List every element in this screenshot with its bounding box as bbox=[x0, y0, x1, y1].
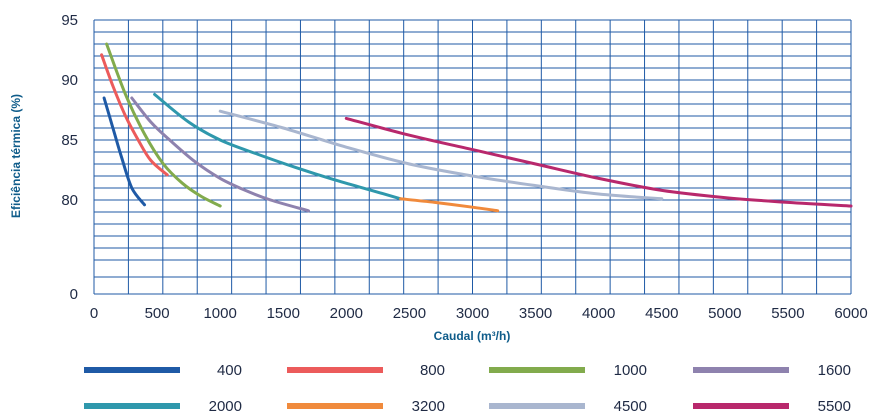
legend-swatch-800 bbox=[287, 367, 383, 373]
legend-label-1000: 1000 bbox=[614, 362, 647, 379]
series-line-4500 bbox=[218, 109, 664, 201]
legend-label-1600: 1600 bbox=[818, 362, 851, 379]
x-tick-label: 1500 bbox=[267, 305, 300, 322]
legend-label-3200: 3200 bbox=[412, 398, 445, 414]
x-tick-label: 5500 bbox=[771, 305, 804, 322]
x-tick-label: 2500 bbox=[393, 305, 426, 322]
x-tick-label: 3000 bbox=[456, 305, 489, 322]
series-line-400 bbox=[102, 96, 146, 207]
series-line-800 bbox=[100, 53, 169, 177]
legend-swatch-5500 bbox=[693, 403, 789, 409]
series-line-5500 bbox=[344, 116, 853, 208]
y-tick-label: 0 bbox=[70, 286, 78, 303]
y-tick-labels: 0 80 85 90 95 bbox=[61, 12, 78, 303]
series-line-1600 bbox=[130, 96, 310, 213]
y-axis-label: Eficiência térmica (%) bbox=[9, 94, 23, 218]
x-tick-label: 1000 bbox=[203, 305, 236, 322]
series-line-1000 bbox=[105, 42, 222, 208]
x-tick-label: 3500 bbox=[519, 305, 552, 322]
x-tick-label: 500 bbox=[145, 305, 170, 322]
y-tick-label: 80 bbox=[61, 192, 78, 209]
legend-swatch-3200 bbox=[287, 403, 383, 409]
x-axis-label: Caudal (m³/h) bbox=[434, 329, 511, 343]
x-tick-label: 4000 bbox=[582, 305, 615, 322]
legend-label-4500: 4500 bbox=[614, 398, 647, 414]
x-tick-label: 0 bbox=[90, 305, 98, 322]
legend-swatch-2000 bbox=[84, 403, 180, 409]
x-tick-label: 4500 bbox=[645, 305, 678, 322]
legend-swatch-1000 bbox=[489, 367, 585, 373]
x-tick-label: 2000 bbox=[330, 305, 363, 322]
legend-label-5500: 5500 bbox=[818, 398, 851, 414]
legend-swatch-4500 bbox=[489, 403, 585, 409]
legend-label-800: 800 bbox=[420, 362, 445, 379]
series-line-3200 bbox=[399, 197, 500, 213]
x-tick-label: 6000 bbox=[834, 305, 867, 322]
legend-swatch-1600 bbox=[693, 367, 789, 373]
x-tick-labels: 0 500 1000 1500 2000 2500 3000 3500 4000 4500 5000… bbox=[90, 305, 868, 322]
y-tick-label: 85 bbox=[61, 132, 78, 149]
legend: 400 800 1000 1600 2000 3200 4500 5500 bbox=[84, 362, 851, 414]
legend-swatch-400 bbox=[84, 367, 180, 373]
y-tick-label: 90 bbox=[61, 72, 78, 89]
grid bbox=[93, 19, 852, 295]
legend-label-2000: 2000 bbox=[209, 398, 242, 414]
series-line-2000 bbox=[153, 92, 403, 201]
legend-label-400: 400 bbox=[217, 362, 242, 379]
series-lines bbox=[100, 42, 853, 213]
x-tick-label: 5000 bbox=[708, 305, 741, 322]
y-tick-label: 95 bbox=[61, 12, 78, 29]
